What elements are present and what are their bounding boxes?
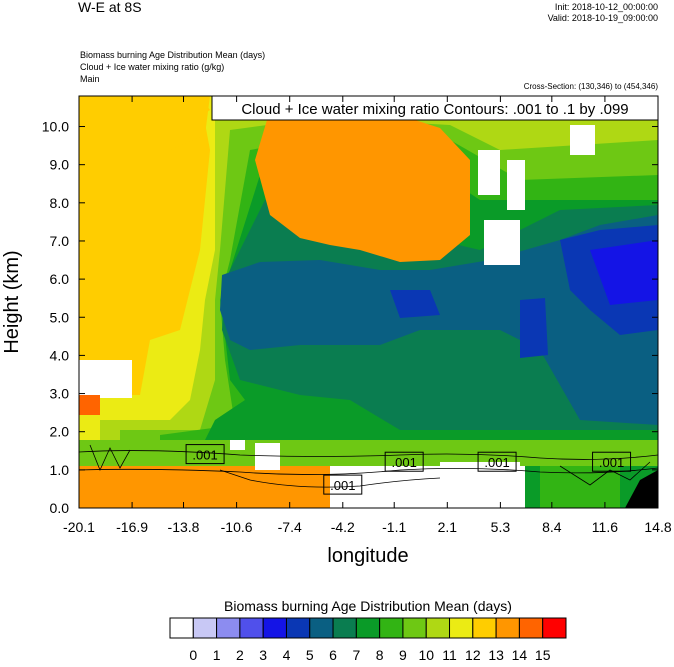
- contour-label-box: [185, 444, 225, 465]
- field-description-3: Main: [80, 74, 100, 84]
- y-tick-label: 8.0: [50, 195, 70, 211]
- contour-label-text: .001: [392, 455, 417, 470]
- colorbar: 0 1 2 3 4 5 6 7 8 9 10 11 12 13 14 15: [169, 617, 567, 663]
- colorbar-label: 9: [399, 647, 407, 663]
- contour-label-text: .001: [484, 455, 509, 470]
- contour-value-label: .001: [592, 451, 632, 472]
- y-tick-label: 0.0: [50, 500, 70, 516]
- colorbar-swatch: [239, 617, 264, 639]
- colorbar-swatch: [216, 617, 241, 639]
- y-tick-label: 2.0: [50, 424, 70, 440]
- y-tick-label: 10.0: [42, 119, 69, 135]
- colorbar-label: 2: [236, 647, 244, 663]
- y-tick-label: 5.0: [50, 309, 70, 325]
- x-tick-label: -16.9: [116, 519, 148, 535]
- colorbar-title: Biomass burning Age Distribution Mean (d…: [224, 598, 512, 614]
- contour-value-label: .001: [185, 444, 225, 465]
- x-tick-label: -1.1: [382, 519, 406, 535]
- heatmap-field: [79, 96, 658, 508]
- colorbar-label: 8: [376, 647, 384, 663]
- x-tick-label: 8.4: [542, 519, 562, 535]
- contour-value-label: .001: [384, 451, 424, 472]
- field-description-2: Cloud + Ice water mixing ratio (g/kg): [80, 62, 225, 72]
- contour-info-box: Cloud + Ice water mixing ratio Contours:…: [211, 95, 659, 121]
- contour-value-label: .001: [323, 474, 363, 495]
- contour-label-text: .001: [330, 478, 355, 493]
- x-tick-label: 14.8: [644, 519, 671, 535]
- colorbar-swatch: [192, 617, 218, 639]
- contour-label-box: [323, 474, 363, 495]
- colorbar-swatch: [402, 617, 427, 639]
- colorbar-swatch: [472, 617, 497, 639]
- chart-title: W-E at 8S: [78, 0, 142, 15]
- colorbar-swatch: [355, 617, 381, 639]
- y-tick-label: 1.0: [50, 462, 70, 478]
- contour-value-label: .001: [477, 451, 517, 472]
- colorbar-label: 10: [418, 647, 434, 663]
- colorbar-label: 3: [259, 647, 267, 663]
- contour-label-text: .001: [192, 448, 217, 463]
- colorbar-swatch: [285, 617, 311, 639]
- x-tick-label: -7.4: [278, 519, 302, 535]
- colorbar-swatch: [495, 617, 520, 639]
- colorbar-label: 7: [352, 647, 360, 663]
- y-tick-label: 4.0: [50, 347, 70, 363]
- colorbar-swatch: [379, 617, 404, 639]
- colorbar-swatch: [449, 617, 474, 639]
- colorbar-swatch: [169, 617, 194, 639]
- x-tick-label: -13.8: [168, 519, 200, 535]
- colorbar-label: 4: [283, 647, 291, 663]
- init-time: Init: 2018-10-12_00:00:00: [554, 2, 658, 12]
- valid-time: Valid: 2018-10-19_09:00:00: [547, 13, 658, 23]
- colorbar-swatch: [332, 617, 357, 639]
- colorbar-label: 12: [465, 647, 481, 663]
- y-tick-label: 3.0: [50, 386, 70, 402]
- x-tick-label: -20.1: [63, 519, 95, 535]
- colorbar-label: 11: [442, 647, 457, 663]
- x-axis-label: longitude: [327, 545, 408, 567]
- colorbar-swatch: [425, 617, 451, 639]
- colorbar-label: 0: [189, 647, 197, 663]
- y-axis-label: Height (km): [1, 250, 23, 353]
- colorbar-label: 15: [535, 647, 551, 663]
- colorbar-swatch: [542, 617, 567, 639]
- colorbar-label: 6: [329, 647, 337, 663]
- y-tick-label: 6.0: [50, 271, 70, 287]
- contour-label-box: [592, 451, 632, 472]
- colorbar-swatch: [309, 617, 334, 639]
- x-tick-label: 11.6: [592, 519, 618, 535]
- contour-label-text: .001: [599, 455, 624, 470]
- field-description-1: Biomass burning Age Distribution Mean (d…: [80, 50, 266, 60]
- y-tick-label: 7.0: [50, 233, 70, 249]
- colorbar-label: 13: [488, 647, 504, 663]
- colorbar-swatch: [518, 617, 544, 639]
- colorbar-label: 5: [306, 647, 314, 663]
- contour-info-label: Cloud + Ice water mixing ratio Contours:…: [241, 101, 628, 118]
- colorbar-label: 14: [512, 647, 528, 663]
- contour-label-box: [384, 451, 424, 472]
- x-tick-label: -10.6: [221, 519, 253, 535]
- x-tick-label: 2.1: [438, 519, 458, 535]
- colorbar-label: 1: [213, 647, 221, 663]
- cross-section-label: Cross-Section: (130,346) to (454,346): [523, 82, 658, 91]
- colorbar-swatch: [262, 617, 287, 639]
- contour-label-box: [477, 451, 517, 472]
- x-tick-label: 5.3: [491, 519, 511, 535]
- contour-lines: [78, 444, 659, 488]
- y-tick-label: 9.0: [50, 157, 70, 173]
- x-tick-label: -4.2: [331, 519, 355, 535]
